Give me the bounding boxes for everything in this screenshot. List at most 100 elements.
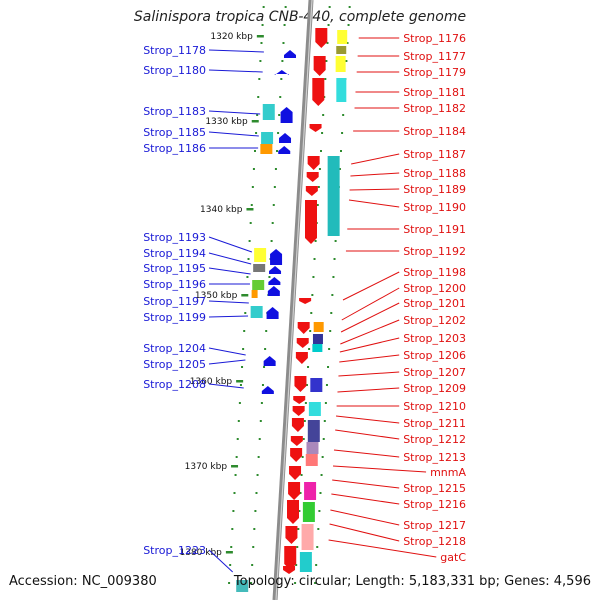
annotation-block <box>336 46 347 54</box>
annotation-block <box>253 264 266 272</box>
reverse-gene-arrow <box>268 277 281 285</box>
right-gene-label: Strop_1191 <box>403 223 466 236</box>
tick-mark <box>251 120 259 123</box>
forward-gene-arrow <box>283 566 296 574</box>
reverse-gene-arrow <box>269 266 282 274</box>
annotation-block <box>254 248 267 262</box>
forward-gene-arrow <box>288 482 301 500</box>
annotation-block <box>337 30 348 44</box>
right-gene-label: Strop_1177 <box>403 50 466 63</box>
forward-gene-arrow <box>312 78 325 106</box>
forward-gene-arrow <box>305 186 318 196</box>
left-gene-label: Strop_1193 <box>143 231 206 244</box>
right-gene-label: Strop_1187 <box>403 148 466 161</box>
reverse-gene-arrow <box>284 50 296 58</box>
annotation-block <box>301 524 314 550</box>
right-gene-label: Strop_1198 <box>403 266 466 279</box>
genome-backbone <box>272 0 314 600</box>
right-gene-label: Strop_1206 <box>403 349 466 362</box>
annotation-block <box>310 378 323 392</box>
forward-gene-arrow <box>287 500 299 524</box>
forward-gene-arrow <box>315 28 328 48</box>
left-gene-label: Strop_1204 <box>143 342 206 355</box>
tick-mark <box>225 551 233 554</box>
forward-gene-arrow <box>293 396 306 404</box>
right-gene-label: Strop_1188 <box>403 167 466 180</box>
tick-mark <box>246 208 254 211</box>
forward-gene-arrow <box>290 448 303 462</box>
annotation-block <box>304 482 317 500</box>
annotation-block <box>313 322 324 332</box>
reverse-gene-arrow <box>279 133 292 143</box>
annotation-block <box>305 454 318 466</box>
forward-gene-arrow <box>292 406 305 416</box>
forward-gene-arrow <box>284 546 297 570</box>
right-gene-label: Strop_1217 <box>403 519 466 532</box>
right-gene-label: Strop_1176 <box>403 32 466 45</box>
right-gene-label: Strop_1211 <box>403 417 466 430</box>
left-gene-label: Strop_1208 <box>143 378 206 391</box>
forward-gene-arrow <box>307 156 320 170</box>
annotation-block <box>335 56 346 72</box>
tick-label: 1330 kbp <box>205 117 248 127</box>
forward-gene-arrow <box>297 322 310 334</box>
kbp-ticks: 1320 kbp 1330 kbp 1340 kbp 1350 kbp 1360 kbp… <box>179 32 264 558</box>
left-gene-label: Strop_1185 <box>143 126 206 139</box>
forward-gene-arrow <box>295 352 308 364</box>
right-gene-label: Strop_1216 <box>403 498 466 511</box>
tick-label: 1320 kbp <box>210 32 253 42</box>
annotation-block <box>299 552 312 572</box>
tick-mark <box>256 35 264 38</box>
tick-label: 1370 kbp <box>185 462 228 472</box>
forward-gene-arrow <box>309 124 322 132</box>
right-gene-labels: Strop_1176 Strop_1177 Strop_1179 Strop_1181… <box>328 32 466 564</box>
annotation-block <box>306 442 319 454</box>
left-gene-label: Strop_1180 <box>143 64 206 77</box>
right-gene-label: Strop_1210 <box>403 400 466 413</box>
tick-label: 1340 kbp <box>200 205 243 215</box>
right-gene-label: Strop_1215 <box>403 482 466 495</box>
tick-label: 1350 kbp <box>195 291 238 301</box>
annotation-block <box>261 132 274 144</box>
tick-label: 1360 kbp <box>190 377 233 387</box>
forward-gene-arrow <box>289 466 302 480</box>
left-gene-label: Strop_1178 <box>143 44 206 57</box>
tick-mark <box>236 380 244 383</box>
left-gene-label: Strop_1205 <box>143 358 206 371</box>
annotation-block <box>252 280 265 290</box>
left-gene-label: Strop_1196 <box>143 278 206 291</box>
left-gene-label: Strop_1197 <box>143 295 206 308</box>
annotation-block <box>308 402 321 416</box>
left-gene-label: Strop_1199 <box>143 311 206 324</box>
forward-gene-arrow <box>313 56 326 76</box>
right-gene-label: gatC <box>440 551 466 564</box>
forward-gene-arrow <box>305 200 317 244</box>
reverse-gene-arrow <box>261 386 274 394</box>
gene-features <box>236 28 348 592</box>
right-gene-label: Strop_1212 <box>403 433 466 446</box>
tick-label: 1380 kbp <box>179 548 222 558</box>
left-gene-labels: Strop_1178 Strop_1180 Strop_1183 Strop_1185… <box>143 44 264 573</box>
left-gene-label: Strop_1195 <box>143 262 206 275</box>
annotation-block <box>251 290 258 298</box>
topology-text: Topology: circular; Length: 5,183,331 bp… <box>233 574 591 589</box>
right-gene-label: Strop_1192 <box>403 245 466 258</box>
annotation-block <box>312 334 323 344</box>
annotation-block <box>327 156 340 236</box>
annotation-block <box>236 580 249 592</box>
reverse-gene-arrow <box>266 307 279 319</box>
right-gene-label: Strop_1201 <box>403 297 466 310</box>
right-gene-label: Strop_1189 <box>403 183 466 196</box>
right-gene-label: Strop_1200 <box>403 282 466 295</box>
reverse-gene-arrow <box>274 70 289 75</box>
right-gene-label: Strop_1213 <box>403 451 466 464</box>
accession-text: Accession: NC_009380 <box>9 574 157 589</box>
forward-gene-arrow <box>299 298 312 304</box>
annotation-block <box>336 78 347 102</box>
annotation-block <box>250 306 263 318</box>
reverse-gene-arrow <box>278 146 291 154</box>
left-gene-label: Strop_1183 <box>143 105 206 118</box>
right-gene-label: Strop_1207 <box>403 366 466 379</box>
right-gene-label: Strop_1181 <box>403 86 466 99</box>
